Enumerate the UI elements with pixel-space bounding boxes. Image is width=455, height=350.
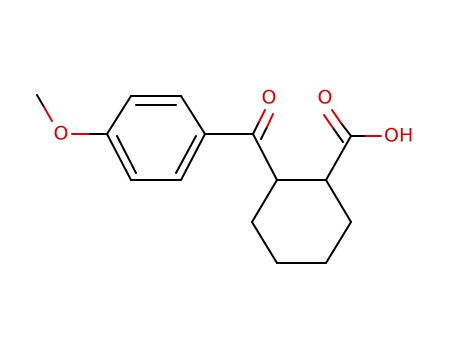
bond (323, 114, 334, 129)
bond (325, 135, 352, 181)
bond (36, 94, 45, 108)
atom-label: OH (384, 125, 413, 147)
bond (252, 133, 278, 181)
bonds (36, 94, 382, 264)
bond (331, 109, 342, 124)
bond (252, 121, 260, 135)
bond (180, 95, 206, 135)
bond (340, 122, 352, 137)
bond (251, 179, 278, 223)
bond (266, 113, 274, 128)
bond (43, 106, 53, 122)
bond (175, 135, 197, 174)
bond (325, 179, 352, 223)
bond (180, 133, 206, 181)
bond (332, 127, 344, 143)
atom-label: O (54, 123, 69, 145)
atom-label: O (262, 87, 277, 109)
bond (106, 95, 132, 135)
atom-label: O (318, 87, 333, 109)
bond (325, 221, 352, 264)
bond (260, 126, 268, 140)
bond (116, 135, 137, 174)
bond (258, 109, 266, 123)
bond (251, 221, 278, 264)
bond (106, 133, 132, 181)
